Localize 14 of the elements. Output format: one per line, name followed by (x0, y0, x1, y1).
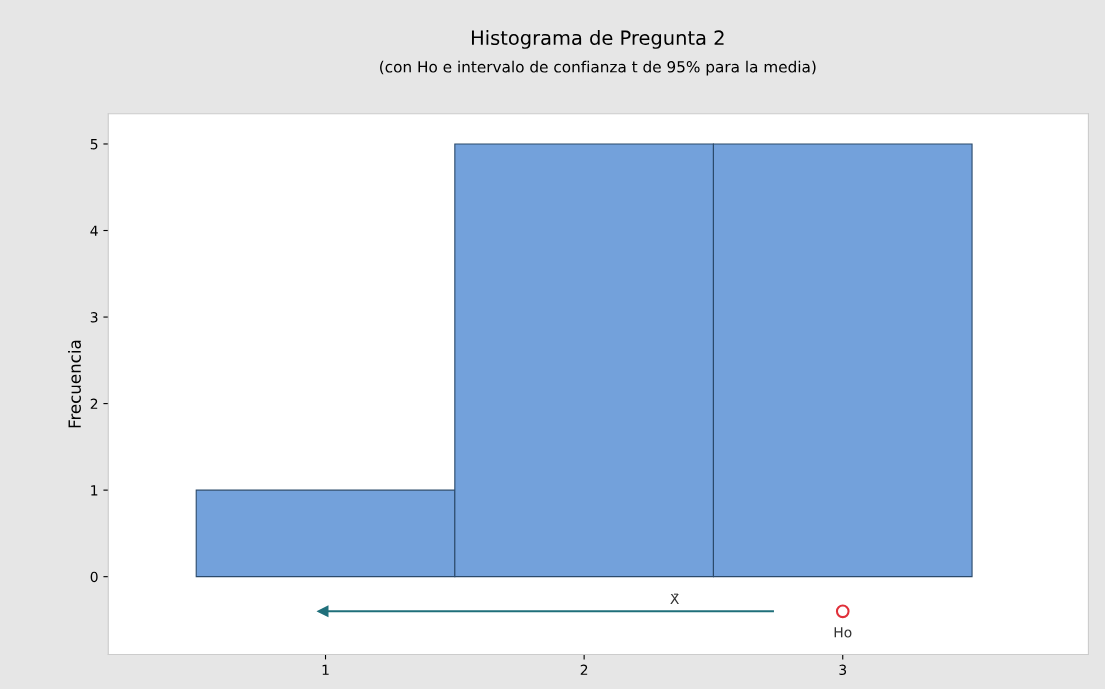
y-tick-label: 3 (90, 312, 98, 323)
chart-title: Histograma de Pregunta 2 (471, 30, 724, 49)
y-axis-title: Frecuencia (68, 340, 81, 428)
x-tick-label: 3 (839, 664, 847, 676)
annotation: X̄ (670, 593, 679, 604)
y-tick-label: 0 (90, 571, 98, 583)
y-tick-label: 2 (90, 398, 98, 409)
annotation: Ho (834, 627, 852, 638)
y-tick-label: 5 (90, 139, 98, 150)
y-tick-label: 4 (90, 225, 98, 236)
chart-subtitle: (con Ho e intervalo de confianza t de 95% para la media) (380, 60, 816, 76)
x-tick-label: 1 (322, 664, 329, 675)
y-tick-label: 1 (91, 485, 98, 496)
x-tick-label: 2 (580, 664, 588, 675)
